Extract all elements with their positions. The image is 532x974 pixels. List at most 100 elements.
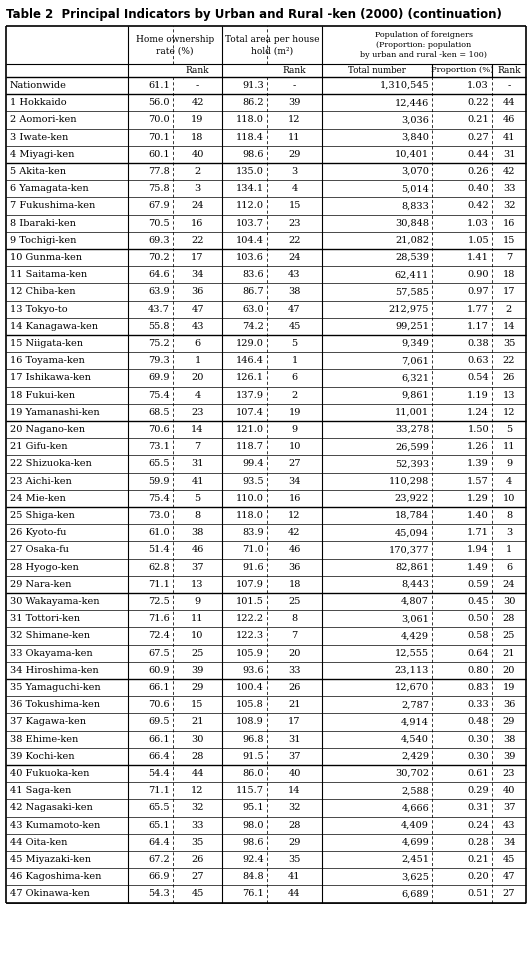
Text: 11: 11 bbox=[503, 442, 516, 451]
Text: Nationwide: Nationwide bbox=[10, 81, 67, 91]
Text: 4,699: 4,699 bbox=[401, 838, 429, 847]
Text: 77.8: 77.8 bbox=[148, 168, 170, 176]
Text: 98.6: 98.6 bbox=[243, 150, 264, 159]
Text: 37: 37 bbox=[191, 563, 204, 572]
Text: 9,861: 9,861 bbox=[401, 391, 429, 399]
Text: 107.4: 107.4 bbox=[236, 408, 264, 417]
Text: 23,922: 23,922 bbox=[395, 494, 429, 503]
Text: 2,429: 2,429 bbox=[401, 752, 429, 761]
Text: 170,377: 170,377 bbox=[388, 545, 429, 554]
Text: 25: 25 bbox=[503, 631, 515, 641]
Text: 0.20: 0.20 bbox=[468, 873, 489, 881]
Text: 3: 3 bbox=[292, 168, 297, 176]
Text: 212,975: 212,975 bbox=[388, 305, 429, 314]
Text: 4 Miyagi-ken: 4 Miyagi-ken bbox=[10, 150, 74, 159]
Text: 18,784: 18,784 bbox=[395, 511, 429, 520]
Text: 47 Okinawa-ken: 47 Okinawa-ken bbox=[10, 889, 90, 898]
Text: 9: 9 bbox=[194, 597, 201, 606]
Text: Total area per house
hold (m²): Total area per house hold (m²) bbox=[225, 35, 319, 56]
Text: 23: 23 bbox=[503, 769, 516, 778]
Text: 70.0: 70.0 bbox=[148, 116, 170, 125]
Text: 36: 36 bbox=[288, 563, 301, 572]
Text: 23,113: 23,113 bbox=[395, 666, 429, 675]
Text: 30,702: 30,702 bbox=[395, 769, 429, 778]
Text: 1.77: 1.77 bbox=[467, 305, 489, 314]
Text: 12,446: 12,446 bbox=[395, 98, 429, 107]
Text: 2: 2 bbox=[292, 391, 297, 399]
Text: 4,914: 4,914 bbox=[401, 718, 429, 727]
Text: 54.4: 54.4 bbox=[148, 769, 170, 778]
Text: 36: 36 bbox=[503, 700, 515, 709]
Text: 20: 20 bbox=[288, 649, 301, 657]
Text: 122.2: 122.2 bbox=[236, 615, 264, 623]
Text: 107.9: 107.9 bbox=[236, 580, 264, 589]
Text: 28: 28 bbox=[288, 821, 301, 830]
Text: 25: 25 bbox=[288, 597, 301, 606]
Text: 135.0: 135.0 bbox=[236, 168, 264, 176]
Text: 74.2: 74.2 bbox=[242, 321, 264, 331]
Text: 122.3: 122.3 bbox=[236, 631, 264, 641]
Text: 2: 2 bbox=[506, 305, 512, 314]
Text: 45: 45 bbox=[503, 855, 515, 864]
Text: 42: 42 bbox=[503, 168, 516, 176]
Text: 4: 4 bbox=[292, 184, 297, 193]
Text: 28,539: 28,539 bbox=[395, 253, 429, 262]
Text: 14: 14 bbox=[288, 786, 301, 796]
Text: 40: 40 bbox=[192, 150, 204, 159]
Text: 98.0: 98.0 bbox=[243, 821, 264, 830]
Text: 112.0: 112.0 bbox=[236, 202, 264, 210]
Text: 6: 6 bbox=[506, 563, 512, 572]
Text: 21: 21 bbox=[288, 700, 301, 709]
Text: 44: 44 bbox=[191, 769, 204, 778]
Text: 3,840: 3,840 bbox=[401, 132, 429, 141]
Text: 33,278: 33,278 bbox=[395, 425, 429, 434]
Text: 84.8: 84.8 bbox=[243, 873, 264, 881]
Text: 1.41: 1.41 bbox=[467, 253, 489, 262]
Text: 83.9: 83.9 bbox=[243, 528, 264, 538]
Text: 20 Nagano-ken: 20 Nagano-ken bbox=[10, 425, 85, 434]
Text: 7: 7 bbox=[292, 631, 297, 641]
Text: 16: 16 bbox=[503, 219, 515, 228]
Text: 69.3: 69.3 bbox=[148, 236, 170, 244]
Text: 15 Niigata-ken: 15 Niigata-ken bbox=[10, 339, 83, 348]
Text: 63.9: 63.9 bbox=[148, 287, 170, 296]
Text: 30: 30 bbox=[503, 597, 515, 606]
Text: 73.0: 73.0 bbox=[148, 511, 170, 520]
Text: 105.8: 105.8 bbox=[236, 700, 264, 709]
Text: 65.5: 65.5 bbox=[148, 460, 170, 468]
Text: 4: 4 bbox=[506, 476, 512, 486]
Text: 66.1: 66.1 bbox=[148, 683, 170, 693]
Text: 11 Saitama-ken: 11 Saitama-ken bbox=[10, 271, 87, 280]
Text: 1.40: 1.40 bbox=[467, 511, 489, 520]
Text: 46: 46 bbox=[192, 545, 204, 554]
Text: 5: 5 bbox=[292, 339, 297, 348]
Text: 60.9: 60.9 bbox=[148, 666, 170, 675]
Text: 8,833: 8,833 bbox=[401, 202, 429, 210]
Text: 0.61: 0.61 bbox=[468, 769, 489, 778]
Text: 1: 1 bbox=[506, 545, 512, 554]
Text: 0.21: 0.21 bbox=[467, 855, 489, 864]
Text: 93.5: 93.5 bbox=[243, 476, 264, 486]
Text: 42 Nagasaki-ken: 42 Nagasaki-ken bbox=[10, 804, 93, 812]
Text: 45,094: 45,094 bbox=[395, 528, 429, 538]
Text: 110.0: 110.0 bbox=[236, 494, 264, 503]
Text: 35: 35 bbox=[192, 838, 204, 847]
Text: 118.7: 118.7 bbox=[236, 442, 264, 451]
Text: 11: 11 bbox=[288, 132, 301, 141]
Text: 66.1: 66.1 bbox=[148, 734, 170, 744]
Text: 6,321: 6,321 bbox=[401, 373, 429, 383]
Text: 126.1: 126.1 bbox=[236, 373, 264, 383]
Text: 134.1: 134.1 bbox=[236, 184, 264, 193]
Text: 3,036: 3,036 bbox=[401, 116, 429, 125]
Text: 91.6: 91.6 bbox=[243, 563, 264, 572]
Text: 98.6: 98.6 bbox=[243, 838, 264, 847]
Text: 33: 33 bbox=[503, 184, 516, 193]
Text: 43: 43 bbox=[503, 821, 516, 830]
Text: 118.0: 118.0 bbox=[236, 116, 264, 125]
Text: 31 Tottori-ken: 31 Tottori-ken bbox=[10, 615, 80, 623]
Text: 13 Tokyo-to: 13 Tokyo-to bbox=[10, 305, 68, 314]
Text: 26: 26 bbox=[503, 373, 515, 383]
Text: 0.40: 0.40 bbox=[468, 184, 489, 193]
Text: 96.8: 96.8 bbox=[243, 734, 264, 744]
Text: 0.33: 0.33 bbox=[467, 700, 489, 709]
